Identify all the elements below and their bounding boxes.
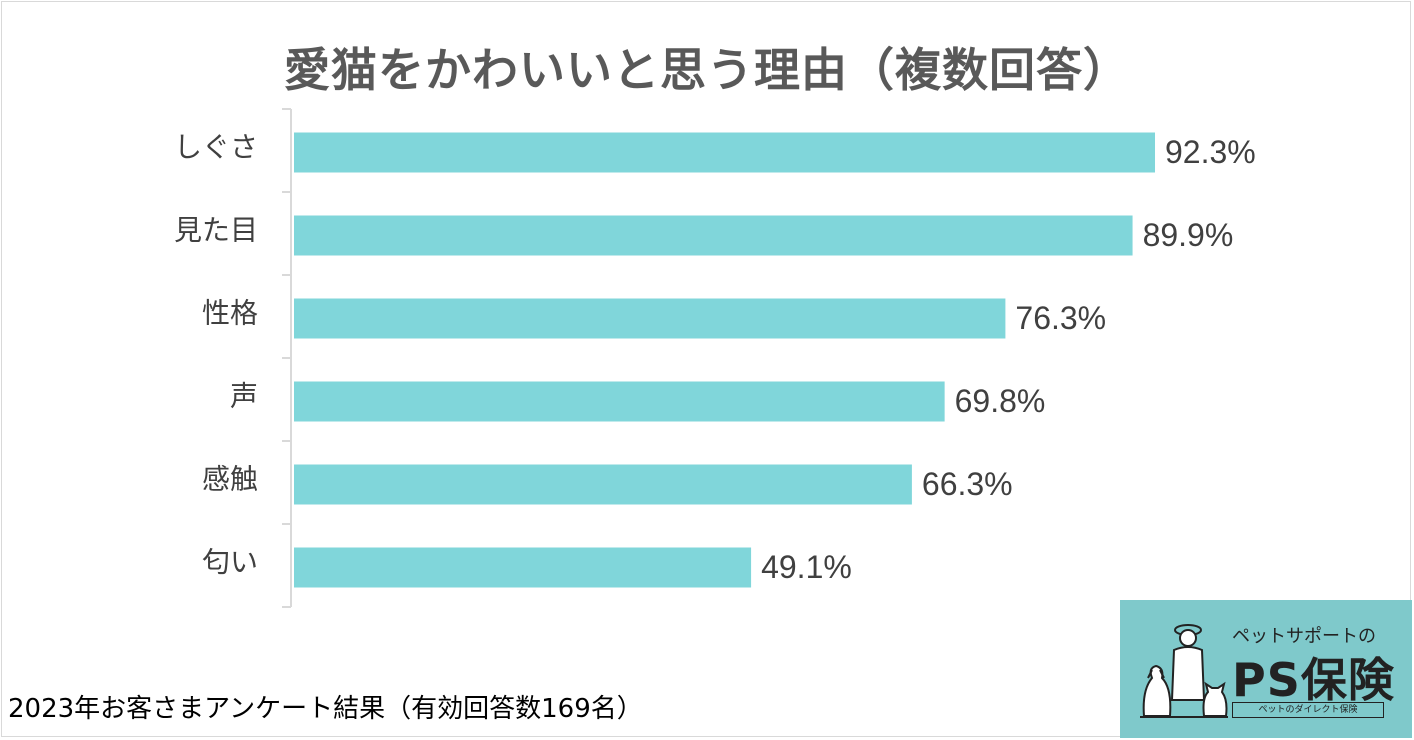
value-label: 89.9% [1143,217,1234,253]
category-label: 感触 [202,463,258,496]
survey-footnote: 2023年お客さまアンケート結果（有効回答数169名） [8,694,643,724]
logo-brand: PS保険 [1232,653,1395,707]
bar [294,132,1156,173]
person-with-pets-icon [1140,624,1228,718]
chart-title: 愛猫をかわいいと思う理由（複数回答） [284,43,1130,97]
logo-tagline: ペットサポートの [1232,626,1376,647]
value-label: 76.3% [1015,300,1106,336]
ps-hoken-logo: ペットサポートの PS保険 ペットのダイレクト保険 [1120,600,1412,738]
bar [294,215,1133,256]
category-label: 性格 [202,297,258,330]
value-label: 92.3% [1165,134,1256,170]
category-label: 見た目 [174,214,258,247]
value-label: 49.1% [761,549,852,585]
category-label: 匂い [202,546,258,579]
value-label: 66.3% [922,466,1013,502]
value-label: 69.8% [955,383,1046,419]
bar [294,298,1006,339]
category-label: 声 [230,380,258,413]
bar [294,547,752,588]
logo-subtitle: ペットのダイレクト保険 [1232,702,1384,718]
bar [294,381,945,422]
category-label: しぐさ [174,131,258,164]
bar [294,464,912,505]
